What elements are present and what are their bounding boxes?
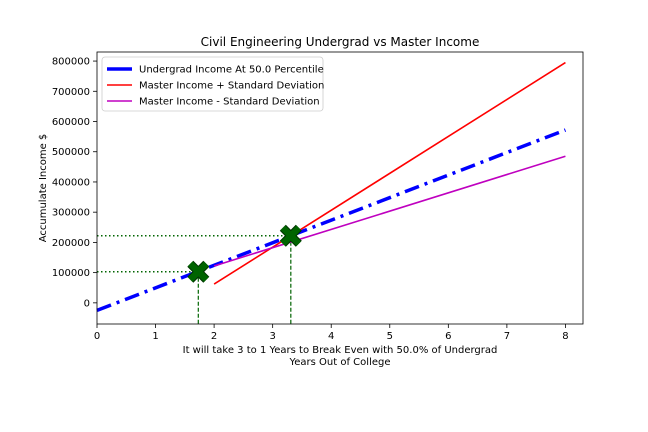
x-tick-label-8: 8 <box>562 331 568 342</box>
x-tick-label-4: 4 <box>328 331 334 342</box>
legend-box <box>101 56 324 112</box>
series-line-0 <box>96 128 567 313</box>
legend-label-2: Master Income - Standard Deviation <box>139 97 320 108</box>
x-tick-label-7: 7 <box>504 331 510 342</box>
legend-entry-1: Master Income + Standard Deviation <box>107 81 324 92</box>
x-tick-label-6: 6 <box>445 331 451 342</box>
y-tick-label-3: 300000 <box>52 208 90 219</box>
y-axis: 0 100000 200000 300000 400000 500000 600000 700… <box>52 57 97 309</box>
y-tick-label-6: 600000 <box>52 117 90 128</box>
series-layer <box>96 61 567 313</box>
x-tick-label-5: 5 <box>387 331 393 342</box>
plot-frame <box>96 51 584 325</box>
x-tick-label-1: 1 <box>152 331 158 342</box>
break-even-marker-1 <box>279 224 302 247</box>
legend-label-1: Master Income + Standard Deviation <box>139 81 324 92</box>
x-axis-label-line-2: Years Out of College <box>289 357 391 368</box>
y-tick-label-2: 200000 <box>52 238 90 249</box>
y-tick-label-5: 500000 <box>52 147 90 158</box>
y-tick-label-1: 100000 <box>52 268 90 279</box>
series-line-2 <box>213 155 566 267</box>
legend: Undergrad Income At 50.0 Percentile Maste… <box>101 56 324 112</box>
legend-entry-0: Undergrad Income At 50.0 Percentile <box>107 65 324 76</box>
y-tick-label-8: 800000 <box>52 57 90 68</box>
legend-label-0: Undergrad Income At 50.0 Percentile <box>139 65 324 76</box>
x-tick-label-2: 2 <box>211 331 217 342</box>
chart-title: Civil Engineering Undergrad vs Master In… <box>201 35 480 49</box>
break-even-marker-0 <box>187 260 210 283</box>
x-axis: 0 1 2 3 4 5 6 7 8 <box>94 324 569 342</box>
legend-entry-2: Master Income - Standard Deviation <box>107 97 320 108</box>
x-tick-label-3: 3 <box>269 331 275 342</box>
y-axis-label: Accumulate Income $ <box>38 134 49 243</box>
x-axis-label-line-1: It will take 3 to 1 Years to Break Even … <box>183 345 498 356</box>
x-tick-label-0: 0 <box>94 331 100 342</box>
guide-lines <box>97 235 292 324</box>
y-tick-label-0: 0 <box>84 298 90 309</box>
marker-layer <box>187 224 302 283</box>
y-tick-label-7: 700000 <box>52 87 90 98</box>
y-tick-label-4: 400000 <box>52 177 90 188</box>
